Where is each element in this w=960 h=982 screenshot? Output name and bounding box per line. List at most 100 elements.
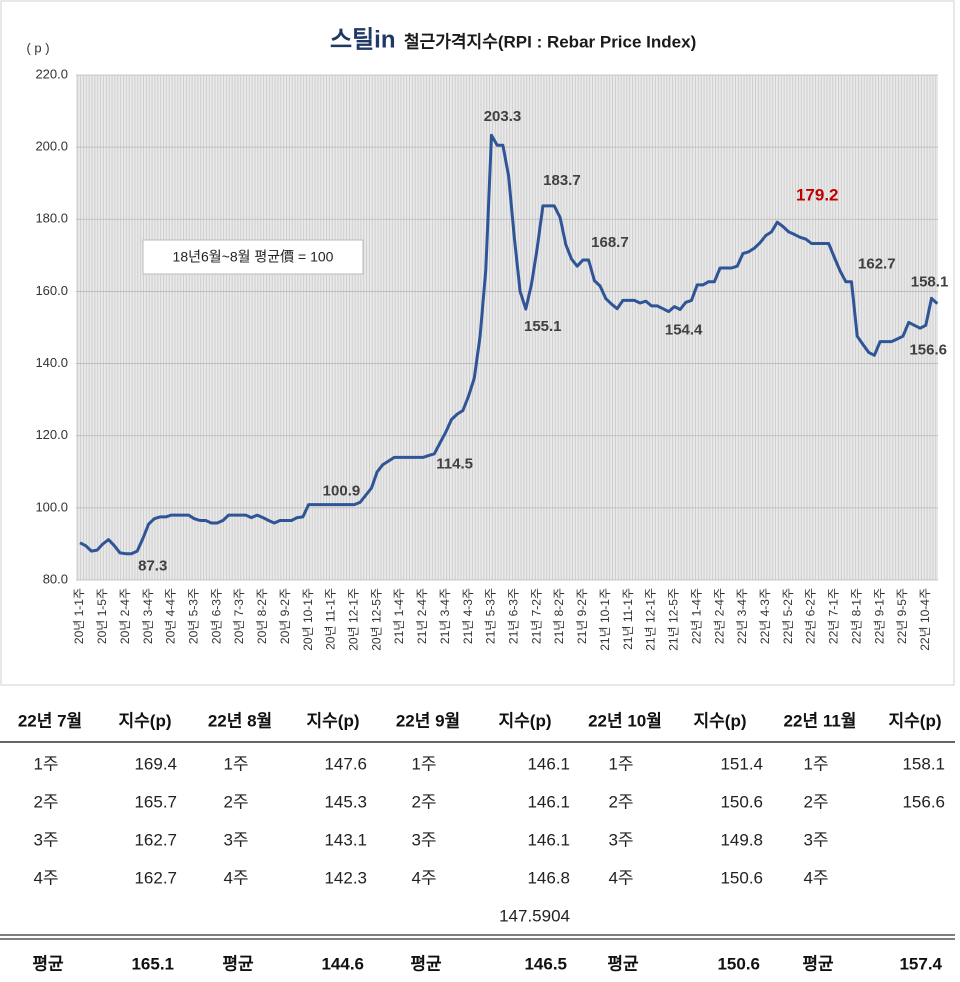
y-tick-label: 140.0: [35, 355, 68, 370]
table-header: 지수(p): [307, 711, 360, 730]
x-tick-label: 21년 8-2주: [552, 588, 566, 644]
table-header: 지수(p): [119, 711, 172, 730]
x-tick-label: 21년 10-1주: [598, 588, 612, 651]
x-tick-label: 22년 1-4주: [689, 588, 703, 644]
x-tick-label: 21년 12-5주: [667, 588, 681, 651]
data-label: 168.7: [591, 234, 629, 251]
x-tick-label: 22년 7-1주: [827, 588, 841, 644]
table-cell: 4주: [33, 868, 58, 887]
plot-area: [76, 75, 938, 580]
x-tick-label: 22년 9-5주: [895, 588, 909, 644]
table-cell: 1주: [411, 754, 436, 773]
y-tick-label: 200.0: [35, 139, 68, 154]
y-tick-label: 120.0: [35, 427, 68, 442]
x-tick-label: 20년 3-4주: [141, 588, 155, 644]
table-cell: 4주: [223, 868, 248, 887]
table-cell: 165.7: [134, 792, 177, 811]
x-tick-label: 20년 4-4주: [164, 588, 178, 644]
table-cell: 149.8: [720, 830, 763, 849]
x-tick-label: 22년 3-4주: [735, 588, 749, 644]
table-cell: 169.4: [134, 754, 177, 773]
x-tick-label: 22년 5-2주: [781, 588, 795, 644]
table-header: 지수(p): [499, 711, 552, 730]
table-header: 지수(p): [889, 711, 942, 730]
table-footer: 146.5: [524, 954, 567, 973]
table-footer: 150.6: [717, 954, 760, 973]
logo: 스틸in: [330, 26, 396, 53]
y-unit: ( p ): [26, 40, 49, 55]
table-header: 22년 9월: [396, 711, 460, 730]
y-tick-label: 220.0: [35, 66, 68, 81]
x-tick-label: 22년 2-4주: [712, 588, 726, 644]
table-cell: 2주: [411, 792, 436, 811]
x-tick-label: 21년 3-4주: [438, 588, 452, 644]
x-tick-label: 21년 4-3주: [461, 588, 475, 644]
x-tick-label: 21년 5-3주: [484, 588, 498, 644]
chart-title: 철근가격지수(RPI : Rebar Price Index): [404, 32, 696, 51]
x-tick-label: 21년 1-4주: [392, 588, 406, 644]
x-tick-label: 20년 6-3주: [209, 588, 223, 644]
table-note: 147.5904: [499, 906, 570, 925]
data-label: 203.3: [484, 108, 522, 125]
table-cell: 4주: [411, 868, 436, 887]
x-tick-label: 20년 5-3주: [186, 588, 200, 644]
table-cell: 156.6: [902, 792, 945, 811]
x-tick-label: 20년 10-1주: [301, 588, 315, 651]
data-label: 100.9: [323, 483, 361, 500]
table-cell: 2주: [608, 792, 633, 811]
table-cell: 4주: [608, 868, 633, 887]
x-tick-label: 22년 4-3주: [758, 588, 772, 644]
y-tick-label: 80.0: [43, 571, 68, 586]
table-footer: 평균: [410, 954, 442, 973]
table-cell: 1주: [608, 754, 633, 773]
table-cell: 150.6: [720, 792, 763, 811]
table-cell: 147.6: [324, 754, 367, 773]
table-cell: 2주: [803, 792, 828, 811]
x-tick-label: 20년 7-3주: [232, 588, 246, 644]
table-footer: 평균: [802, 954, 834, 973]
note-box: [142, 239, 364, 275]
y-tick-label: 100.0: [35, 499, 68, 514]
x-tick-label: 21년 11-1주: [621, 588, 635, 650]
table-cell: 4주: [803, 868, 828, 887]
table-cell: 2주: [33, 792, 58, 811]
table-cell: 150.6: [720, 868, 763, 887]
x-tick-label: 22년 10-4주: [918, 588, 932, 651]
data-label: 183.7: [543, 172, 581, 189]
table-cell: 143.1: [324, 830, 367, 849]
table-header: 지수(p): [694, 711, 747, 730]
x-tick-label: 21년 7-2주: [529, 588, 543, 644]
table-cell: 158.1: [902, 754, 945, 773]
table-cell: 1주: [803, 754, 828, 773]
table-cell: 1주: [33, 754, 58, 773]
table-header: 22년 8월: [208, 711, 272, 730]
table-footer: 165.1: [131, 954, 174, 973]
x-tick-label: 21년 9-2주: [575, 588, 589, 644]
x-tick-label: 20년 9-2주: [278, 588, 292, 644]
table-footer: 144.6: [321, 954, 364, 973]
table-footer: 평균: [32, 954, 64, 973]
data-label: 158.1: [911, 273, 949, 290]
data-label: 114.5: [436, 456, 473, 473]
x-tick-label: 20년 12-5주: [369, 588, 383, 651]
x-tick-label: 22년 8-1주: [849, 588, 863, 644]
table-cell: 146.1: [527, 754, 570, 773]
x-tick-label: 20년 11-1주: [324, 588, 338, 650]
table-cell: 146.1: [527, 830, 570, 849]
table-cell: 3주: [223, 830, 248, 849]
table-cell: 145.3: [324, 792, 367, 811]
table-cell: 3주: [411, 830, 436, 849]
y-tick-label: 180.0: [35, 211, 68, 226]
x-tick-label: 22년 6-2주: [804, 588, 818, 644]
data-label: 179.2: [796, 186, 839, 205]
table-footer: 157.4: [899, 954, 942, 973]
table-cell: 151.4: [720, 754, 763, 773]
table-header: 22년 10월: [588, 711, 662, 730]
data-label: 156.6: [909, 342, 947, 359]
table-cell: 162.7: [134, 868, 177, 887]
data-label: 162.7: [858, 256, 896, 273]
data-label: 155.1: [524, 318, 562, 335]
x-tick-label: 21년 12-1주: [644, 588, 658, 651]
x-tick-label: 20년 12-1주: [346, 588, 360, 651]
